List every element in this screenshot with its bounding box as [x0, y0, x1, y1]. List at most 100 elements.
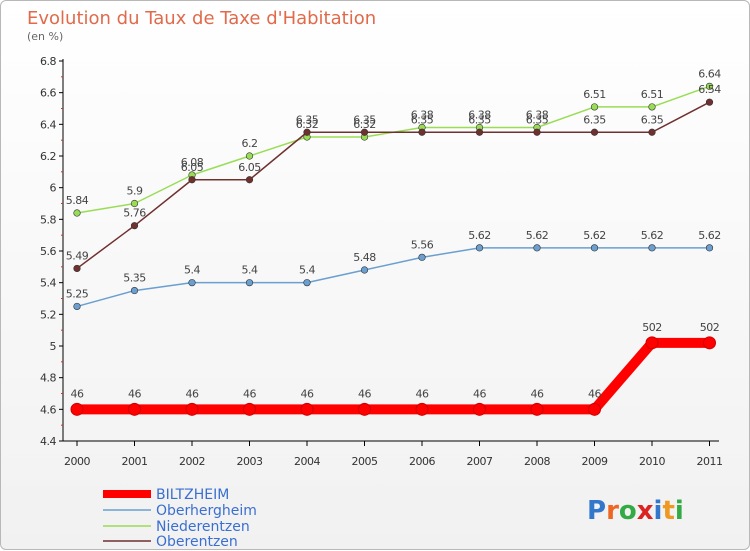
data-label-oberentzen: 6.35: [468, 113, 491, 126]
data-point-biltzheim: [358, 402, 371, 416]
x-tick-label: 2009: [582, 455, 608, 468]
data-point-oberhergheim: [130, 286, 139, 295]
data-label-biltzheim: 502: [700, 321, 720, 334]
data-label-oberhergheim: 5.4: [184, 264, 200, 277]
x-tick-label: 2001: [122, 455, 148, 468]
x-tick-label: 2000: [64, 455, 90, 468]
data-label-oberhergheim: 5.62: [641, 229, 664, 242]
data-point-oberhergheim: [360, 266, 369, 274]
data-label-niederentzen: 6.38: [411, 109, 434, 122]
data-label-niederentzen: 6.64: [698, 67, 721, 80]
data-point-oberentzen: [590, 128, 599, 136]
data-label-niederentzen: 6.32: [353, 118, 376, 131]
data-label-oberhergheim: 5.62: [468, 229, 491, 242]
y-tick-label: 5.6: [40, 245, 56, 258]
data-label-biltzheim: 46: [358, 387, 371, 400]
data-label-niederentzen: 6.51: [583, 88, 606, 101]
x-tick-label: 2005: [352, 455, 378, 468]
data-point-oberhergheim: [648, 244, 656, 252]
data-point-niederentzen: [130, 199, 139, 208]
data-label-oberhergheim: 5.56: [411, 238, 434, 251]
data-label-niederentzen: 6.38: [526, 109, 549, 122]
data-label-niederentzen: 6.08: [181, 156, 204, 169]
data-point-oberentzen: [705, 98, 714, 106]
data-label-biltzheim: 46: [128, 387, 141, 400]
data-point-oberhergheim: [303, 279, 311, 287]
data-point-biltzheim: [588, 402, 601, 416]
data-point-biltzheim: [645, 336, 659, 350]
data-point-biltzheim: [473, 402, 486, 416]
data-label-oberentzen: 6.05: [238, 161, 261, 174]
data-label-oberhergheim: 5.25: [66, 287, 89, 300]
y-tick-label: 4.6: [40, 403, 56, 416]
x-tick-label: 2003: [237, 455, 263, 468]
logo-letter: r: [606, 496, 619, 526]
legend-label-biltzheim: BILTZHEIM: [156, 487, 229, 503]
data-point-oberhergheim: [705, 244, 714, 252]
x-tick-label: 2004: [294, 455, 320, 468]
data-point-niederentzen: [648, 103, 656, 111]
data-label-niederentzen: 6.38: [468, 109, 491, 122]
y-tick-label: 4.4: [40, 435, 56, 448]
y-tick-label: 4.8: [40, 372, 56, 385]
data-label-oberhergheim: 5.48: [353, 251, 376, 264]
y-tick-label: 5.4: [40, 277, 56, 290]
data-point-oberentzen: [188, 176, 196, 184]
proxiti-logo: Proxiti: [587, 496, 684, 526]
data-label-oberentzen: 6.05: [181, 161, 204, 174]
data-label-biltzheim: 46: [588, 387, 601, 400]
data-point-biltzheim: [243, 402, 256, 416]
axis-ticks: 4.4 4.6 4.8 5 5.2 5.4 5.6 5.8 6 6.2 6.4 6.6 6.8 2000 2…: [40, 55, 723, 468]
data-label-niederentzen: 5.84: [66, 194, 89, 207]
y-tick-label: 6.6: [40, 87, 56, 100]
data-label-oberentzen: 5.49: [66, 249, 89, 262]
y-tick-label: 6.4: [40, 118, 56, 131]
data-label-biltzheim: 502: [642, 321, 662, 334]
data-point-biltzheim: [530, 402, 544, 416]
data-point-oberentzen: [245, 176, 254, 184]
logo-letter: i: [654, 496, 663, 526]
chart-subtitle: (en %): [27, 30, 63, 43]
data-point-oberentzen: [130, 222, 139, 230]
series-line-niederentzen: [76, 85, 711, 214]
data-label-oberhergheim: 5.62: [698, 229, 721, 242]
data-label-oberhergheim: 5.62: [583, 229, 606, 242]
data-point-oberentzen: [360, 128, 369, 136]
data-label-biltzheim: 46: [243, 387, 256, 400]
data-label-oberhergheim: 5.35: [123, 272, 146, 285]
data-label-oberentzen: 6.35: [353, 113, 376, 126]
series-points: [70, 82, 716, 416]
y-tick-label: 5.8: [40, 213, 56, 226]
data-label-niederentzen: 6.32: [296, 118, 319, 131]
y-tick-label: 5.2: [40, 308, 56, 321]
data-point-niederentzen: [705, 82, 714, 90]
data-point-niederentzen: [245, 152, 254, 160]
data-point-oberhergheim: [73, 302, 81, 311]
data-point-oberentzen: [303, 128, 311, 136]
data-label-biltzheim: 46: [186, 387, 199, 400]
data-point-oberhergheim: [475, 244, 484, 252]
logo-letter: i: [675, 496, 684, 526]
data-label-oberentzen: 6.35: [526, 113, 549, 126]
legend: BILTZHEIMOberhergheimNiederentzenOberent…: [103, 487, 257, 550]
data-point-biltzheim: [70, 402, 84, 416]
data-point-oberhergheim: [245, 279, 254, 287]
data-point-oberhergheim: [533, 244, 541, 252]
chart-title: Evolution du Taux de Taxe d'Habitation: [27, 8, 376, 29]
data-label-niederentzen: 6.2: [242, 137, 258, 150]
y-tick-label: 6.2: [40, 150, 56, 163]
legend-label-oberentzen: Oberentzen: [156, 534, 238, 550]
data-label-niederentzen: 5.9: [127, 185, 143, 198]
data-label-oberentzen: 6.54: [698, 83, 721, 96]
data-label-oberentzen: 6.35: [411, 113, 434, 126]
data-label-biltzheim: 46: [416, 387, 429, 400]
data-label-biltzheim: 46: [71, 387, 84, 400]
data-label-oberhergheim: 5.4: [242, 264, 258, 277]
data-labels: 5.25 5.35 5.4 5.4 5.4 5.48 5.56 5.62 5.62 5.62 5.6…: [66, 67, 722, 400]
data-point-oberentzen: [73, 264, 81, 273]
data-point-biltzheim: [415, 402, 429, 416]
data-point-oberentzen: [475, 128, 484, 136]
data-label-oberentzen: 6.35: [296, 113, 319, 126]
